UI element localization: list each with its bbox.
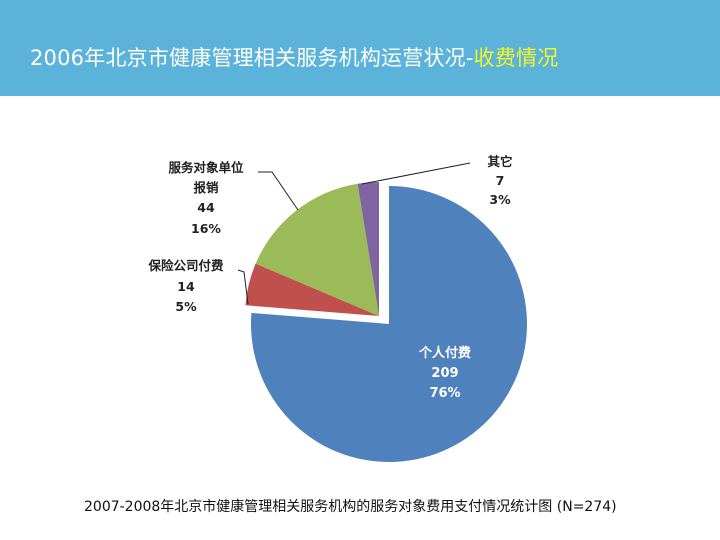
label-employer-name-2: 报销 <box>193 180 219 195</box>
label-personal-percent: 76% <box>429 386 460 401</box>
page-title: 2006年北京市健康管理相关服务机构运营状况-收费情况 <box>30 42 558 72</box>
chart-caption: 2007-2008年北京市健康管理相关服务机构的服务对象费用支付情况统计图 (N… <box>84 499 617 515</box>
label-insurance-value: 14 <box>177 279 195 294</box>
leader-line-insurance <box>237 269 249 305</box>
label-employer-percent: 16% <box>191 221 221 236</box>
pie-slice-1 <box>245 263 379 316</box>
label-insurance-name: 保险公司付费 <box>147 258 224 273</box>
leader-line-employer <box>258 171 299 211</box>
leader-lines <box>237 162 471 305</box>
pie-slice-2 <box>255 183 379 316</box>
label-other-percent: 3% <box>489 192 511 207</box>
label-employer-name-1: 服务对象单位 <box>168 160 244 175</box>
leader-line-other <box>361 162 471 185</box>
pie-slice-3 <box>357 182 379 316</box>
label-insurance-percent: 5% <box>175 299 197 314</box>
title-main: 2006年北京市健康管理相关服务机构运营状况- <box>30 46 474 70</box>
label-other-value: 7 <box>496 173 505 188</box>
label-personal-value: 209 <box>431 366 458 381</box>
header-bar: 2006年北京市健康管理相关服务机构运营状况-收费情况 <box>0 0 720 96</box>
label-other-name: 其它 <box>487 154 512 169</box>
title-highlight: 收费情况 <box>473 46 559 70</box>
label-personal-name: 个人付费 <box>418 345 471 361</box>
pie-slice-0 <box>251 186 527 462</box>
label-employer-value: 44 <box>197 200 215 215</box>
